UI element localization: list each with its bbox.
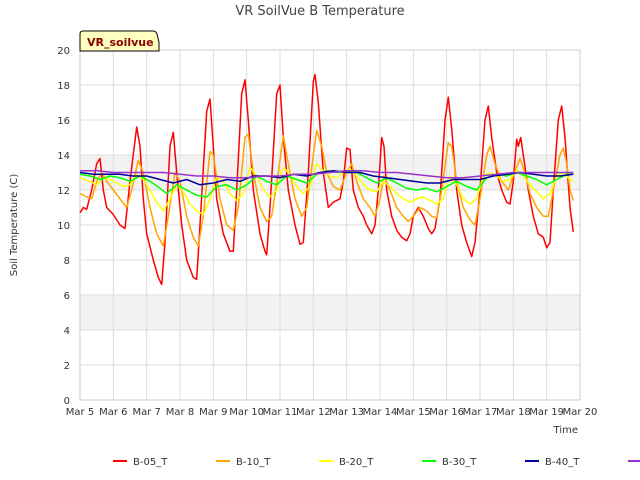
x-tick-label: Mar 19: [529, 407, 564, 418]
plot-band: [80, 365, 580, 400]
plot-band: [80, 225, 580, 260]
x-tick-label: Mar 18: [496, 407, 531, 418]
badge-label: VR_soilvue: [87, 36, 154, 49]
plot-band: [80, 85, 580, 120]
y-tick-label: 12: [57, 186, 70, 197]
badge-shape: [79, 30, 160, 52]
y-tick-label: 2: [64, 361, 70, 372]
y-tick-label: 14: [57, 151, 70, 162]
series-line-b-50-t: [80, 170, 574, 179]
chart-title: VR SoilVue B Temperature: [235, 4, 404, 19]
x-axis-label: Time: [553, 425, 578, 436]
x-tick-label: Mar 7: [132, 407, 160, 418]
legend-label: B-10_T: [236, 457, 271, 468]
y-axis-label: Soil Temperature (C): [9, 174, 20, 277]
plot-band: [80, 295, 580, 330]
x-tick-label: Mar 5: [66, 407, 94, 418]
y-tick-label: 16: [57, 116, 70, 127]
x-tick-label: Mar 16: [429, 407, 464, 418]
x-tick-label: Mar 14: [363, 407, 398, 418]
legend-label: B-40_T: [545, 457, 580, 468]
legend-label: B-20_T: [339, 457, 374, 468]
series-line-b-05-t: [79, 73, 575, 286]
x-tick-label: Mar 6: [99, 407, 127, 418]
series-line-b-10-t: [79, 129, 575, 247]
legend: B-05_TB-10_TB-20_TB-30_TB-40_TB-50_T: [113, 457, 640, 468]
y-tick-label: 0: [64, 396, 70, 407]
y-tick-label: 20: [57, 46, 70, 57]
x-tick-label: Mar 10: [229, 407, 264, 418]
station-badge: VR_soilvue: [79, 30, 160, 52]
plot-frame: [79, 49, 581, 401]
series-line-b-40-t: [79, 170, 574, 186]
axis-ticks: 0 2 4 6 8 10 12 14 16 18 20 Mar 5 Mar 6 Mar 7 Mar 8 Mar…: [57, 46, 597, 418]
x-tick-label: Mar 20: [563, 407, 598, 418]
y-tick-label: 6: [64, 291, 70, 302]
legend-label: B-05_T: [133, 457, 168, 468]
series-layer: [79, 73, 575, 286]
x-tick-label: Mar 12: [296, 407, 331, 418]
x-tick-label: Mar 8: [166, 407, 194, 418]
x-tick-label: Mar 9: [199, 407, 227, 418]
y-tick-label: 8: [64, 256, 70, 267]
x-tick-label: Mar 17: [463, 407, 498, 418]
x-tick-label: Mar 13: [329, 407, 364, 418]
x-tick-label: Mar 11: [263, 407, 298, 418]
legend-label: B-30_T: [442, 457, 477, 468]
y-tick-label: 18: [57, 81, 70, 92]
x-tick-label: Mar 15: [396, 407, 431, 418]
y-tick-label: 10: [57, 221, 70, 232]
y-tick-label: 4: [64, 326, 70, 337]
